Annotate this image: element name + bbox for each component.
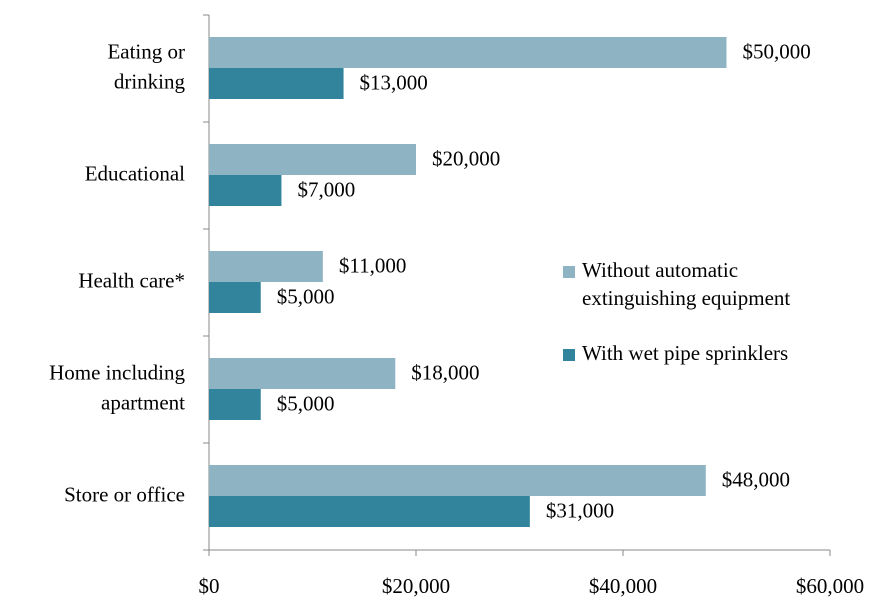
- legend-label: Without automatic: [582, 258, 738, 282]
- value-label: $48,000: [722, 467, 790, 491]
- bar: [209, 358, 396, 389]
- bar: [209, 465, 706, 496]
- y-tick-label: Educational: [85, 161, 185, 185]
- x-tick-label: $60,000: [796, 574, 864, 598]
- y-tick-label: Eating or: [107, 39, 185, 63]
- y-tick-label: Home including: [49, 360, 185, 384]
- bar: [209, 68, 344, 99]
- y-tick-label: apartment: [101, 390, 185, 414]
- bar: [209, 37, 727, 68]
- bar: [209, 175, 282, 206]
- value-label: $5,000: [277, 284, 335, 308]
- value-label: $20,000: [432, 146, 500, 170]
- value-label: $50,000: [743, 39, 811, 63]
- legend-swatch: [563, 266, 575, 278]
- value-label: $7,000: [297, 177, 355, 201]
- value-label: $18,000: [411, 360, 479, 384]
- x-tick-label: $20,000: [382, 574, 450, 598]
- bar: [209, 282, 261, 313]
- bar: [209, 389, 261, 420]
- legend-label: With wet pipe sprinklers: [582, 341, 788, 365]
- value-label: $31,000: [546, 498, 614, 522]
- legend-swatch: [563, 349, 575, 361]
- x-tick-label: $40,000: [589, 574, 657, 598]
- legend-label: extinguishing equipment: [582, 286, 790, 310]
- y-tick-label: drinking: [114, 69, 186, 93]
- bar: [209, 251, 323, 282]
- y-tick-label: Store or office: [64, 482, 185, 506]
- value-label: $5,000: [277, 391, 335, 415]
- bar: [209, 496, 530, 527]
- value-label: $11,000: [339, 253, 406, 277]
- y-tick-label: Health care*: [78, 268, 185, 292]
- x-tick-label: $0: [199, 574, 220, 598]
- value-label: $13,000: [360, 70, 428, 94]
- bar: [209, 144, 416, 175]
